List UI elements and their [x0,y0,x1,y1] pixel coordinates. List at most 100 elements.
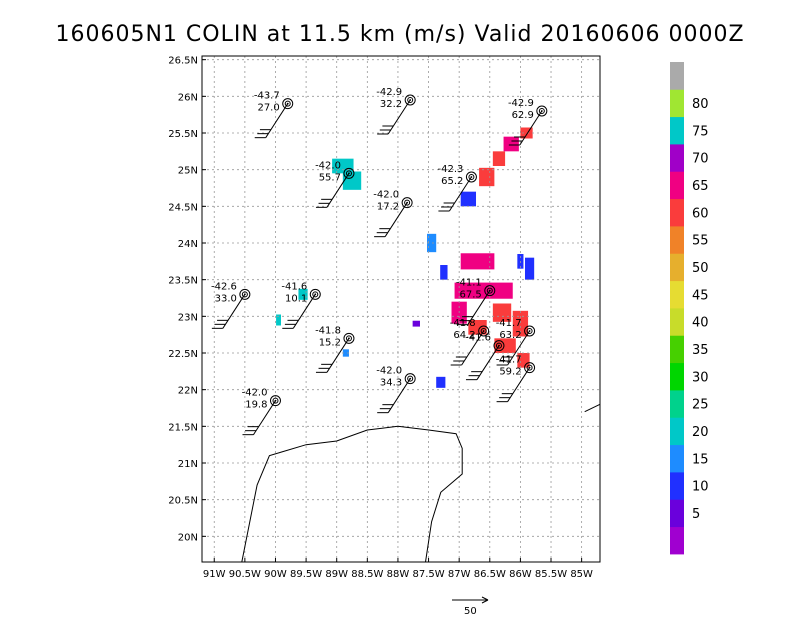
x-tick-label: 89.5W [290,569,322,580]
observation-9: -41.815.2 [315,325,355,373]
y-tick-label: 22N [178,386,198,397]
y-tick-label: 23N [178,312,198,323]
observation-label: -42.0 [242,388,268,399]
observation-label: -41.6 [281,281,307,292]
station-ring [269,395,281,407]
colorbar-segment [670,308,684,336]
observation-6: -42.633.0 [211,281,251,329]
x-tick-label: 91W [203,569,226,580]
station-ring-inner [404,199,411,206]
colorbar-segment [670,144,684,172]
station-ring [309,288,321,300]
y-tick-label: 21N [178,459,198,470]
y-tick-label: 21.5N [168,422,198,433]
wind-cell-2 [298,288,308,300]
observation-value: 65.2 [441,176,463,187]
wind-cell-11 [492,151,506,166]
station-ring [524,362,536,374]
observation-value: 59.2 [499,367,521,378]
station-ring [484,285,496,297]
wind-cell-23 [524,257,535,280]
wind-barb-staff [384,202,408,237]
x-tick-label: 85.5W [535,569,567,580]
y-tick-label: 22.5N [168,349,198,360]
wind-cell-1 [342,171,362,190]
station-ring-inner [241,291,248,298]
chart-title: 160605N1 COLIN at 11.5 km (m/s) Valid 20… [55,22,745,47]
observation-label: -42.9 [508,98,534,109]
wind-cell-18 [492,303,512,322]
wind-barb-staff [461,330,485,366]
observation-label: -42.0 [373,190,399,201]
wind-cell-10 [479,167,495,187]
wind-barb-staff [292,294,316,329]
observation-13: -41.759.2 [496,355,536,403]
scale-vector-label: 50 [464,606,477,617]
colorbar-segment [670,280,684,309]
y-tick-label: 20N [178,532,198,543]
station-ring [524,325,536,337]
observation-12: -41.6 [465,333,505,381]
observation-3: -42.055.7 [315,160,355,208]
coastline-1 [584,403,601,413]
station-ring [493,340,505,352]
wind-barb-staff [507,367,531,402]
station-ring-inner [312,291,319,298]
observation-8: -41.167.5 [456,278,496,326]
observation-label: -41.8 [315,325,341,336]
wind-barb-staff [222,294,246,329]
colorbar-segment [670,390,684,418]
wind-cell-15 [454,282,513,299]
observations-layer: -43.727.0-42.932.2 -42.962.9-42.055.7-42.… [211,87,548,436]
colorbar-segment [670,171,684,200]
station-ring-inner [468,174,475,180]
observation-label: -41.7 [496,355,522,366]
observation-label: -42.0 [376,366,402,377]
plot-frame [201,55,601,563]
observation-value: 34.3 [380,378,402,389]
station-ring [536,105,548,117]
observation-value: 55.7 [319,172,341,183]
wind-cell-7 [427,233,437,253]
observation-14: -42.034.3 [376,366,416,414]
wind-cell-6 [436,376,446,388]
x-tick-label: 90W [264,569,287,580]
wind-barb-staff [265,103,289,138]
observation-value: 64.2 [453,330,475,341]
wind-barb-staff [326,338,350,373]
observation-value: 10.1 [285,293,307,304]
x-tick-label: 87.5W [412,569,444,580]
colorbar-label: 60 [692,206,709,221]
observation-0: -43.727.0 [254,91,294,139]
wind-barb-staff [326,173,350,208]
colorbar-label: 15 [692,452,709,467]
station-ring [404,94,416,106]
observation-value: 63.2 [499,330,521,341]
wind-cell-3 [276,314,281,326]
colorbar-segment [670,335,684,364]
x-tick-label: 86W [509,569,532,580]
y-tick-label: 24.5N [168,202,198,213]
observation-label: -42.3 [438,164,464,175]
colorbar-segment [670,526,684,555]
colorbar-segment [670,116,684,145]
colorbar-label: 5 [692,507,700,522]
colorbar-label: 55 [692,234,709,249]
x-tick-labels: 91W 90.5W 90W 89.5W 89W 88.5W 88W 87.5W 87W 86.5W… [203,569,593,580]
observation-value: 32.2 [380,99,402,110]
wind-barb-staff [387,378,411,413]
wind-barb-staff [507,330,531,366]
wind-cell-20 [494,338,516,353]
station-ring-inner [272,397,279,404]
observation-label: -42.6 [211,281,237,292]
station-ring-inner [407,97,414,103]
wind-barb-staff [448,176,472,212]
wind-barb-staff [253,400,276,435]
wind-cell-13 [520,127,533,139]
station-ring [478,325,490,337]
x-tick-label: 85W [570,569,593,580]
observation-value: 62.9 [512,110,534,121]
colorbar-label: 80 [692,97,709,112]
colorbar-segment [670,417,684,446]
